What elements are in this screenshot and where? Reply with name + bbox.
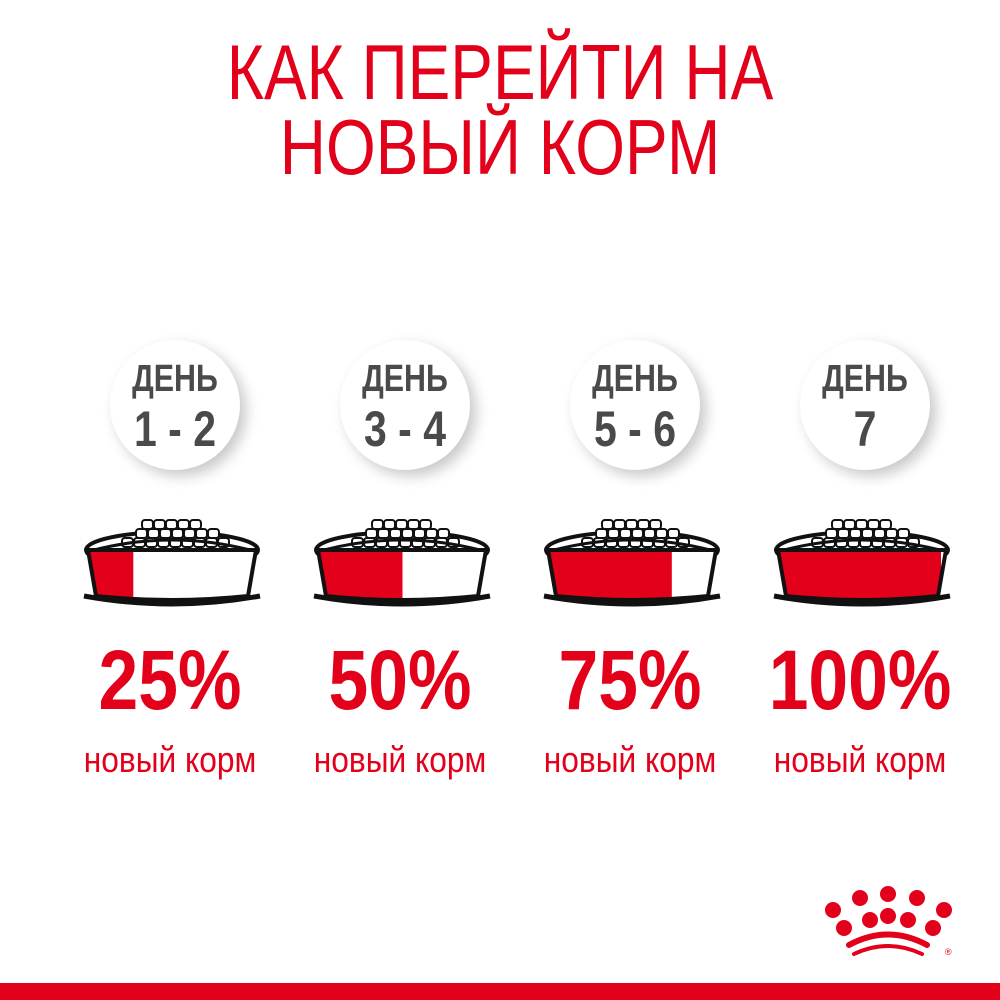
day-circle: ДЕНЬ 7: [800, 340, 930, 470]
new-food-percent: 75%: [558, 633, 702, 727]
new-food-caption: новый корм: [773, 739, 947, 780]
day-label: ДЕНЬ: [822, 358, 908, 400]
new-food-caption: новый корм: [313, 739, 487, 780]
new-food-portion: [548, 550, 672, 600]
page-title-line-2: НОВЫЙ КОРМ: [279, 103, 721, 191]
day-circle: ДЕНЬ 3 - 4: [340, 340, 470, 470]
day-label: ДЕНЬ: [592, 358, 678, 400]
new-food-portion: [778, 550, 941, 600]
food-bowl-icon: [773, 519, 951, 607]
bottom-red-bar: [0, 983, 1000, 1000]
transition-step: ДЕНЬ 5 - 6 75% новый корм: [515, 320, 745, 790]
food-bowl-icon: [83, 519, 261, 607]
day-circle: ДЕНЬ 1 - 2: [110, 340, 240, 470]
new-food-percent: 25%: [98, 633, 242, 727]
new-food-caption: новый корм: [543, 739, 717, 780]
day-range: 7: [853, 401, 877, 457]
day-label: ДЕНЬ: [132, 358, 218, 400]
svg-text:®: ®: [945, 947, 952, 957]
new-food-percent: 50%: [328, 633, 472, 727]
page-title-line-1: КАК ПЕРЕЙТИ НА: [226, 28, 774, 116]
transition-step: ДЕНЬ 1 - 2 25% новый корм: [55, 320, 285, 790]
day-circle: ДЕНЬ 5 - 6: [570, 340, 700, 470]
royal-canin-crown-logo: ®: [825, 886, 952, 957]
day-label: ДЕНЬ: [362, 358, 448, 400]
day-range: 3 - 4: [363, 401, 447, 457]
day-range: 5 - 6: [593, 401, 677, 457]
new-food-percent: 100%: [768, 633, 952, 727]
day-range: 1 - 2: [133, 401, 217, 457]
new-food-caption: новый корм: [83, 739, 257, 780]
transition-step: ДЕНЬ 7 100% новый корм: [745, 320, 975, 790]
transition-step: ДЕНЬ 3 - 4 50% новый корм: [285, 320, 515, 790]
food-bowl-icon: [543, 519, 721, 607]
new-food-portion: [318, 550, 403, 600]
food-bowl-icon: [313, 519, 491, 607]
